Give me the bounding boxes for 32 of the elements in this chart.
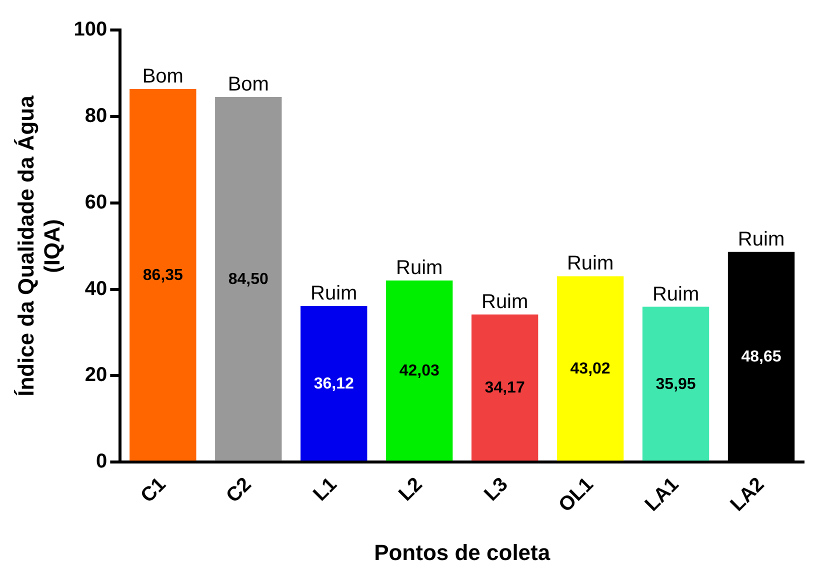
annotation: Ruim <box>310 282 358 305</box>
annotation: Bom <box>142 66 184 88</box>
y-tick-label: 40 <box>84 278 108 300</box>
data-label: 84,50 <box>228 270 269 288</box>
data-label: 86,35 <box>142 266 184 284</box>
y-axis-title: Índice da Qualidade da Água (IQA) <box>13 94 65 396</box>
annotation: Ruim <box>396 257 443 280</box>
x-axis-title: Pontos de coleta <box>374 540 551 565</box>
x-tick-label: L2 <box>394 473 427 506</box>
x-tick-label: C1 <box>136 473 170 508</box>
y-tick-label: 100 <box>74 18 108 41</box>
y-tick-label: 20 <box>84 364 108 386</box>
y-tick-label: 60 <box>84 191 108 214</box>
y-tick-label: 80 <box>84 104 108 127</box>
x-tick-label: OL1 <box>554 473 598 517</box>
data-label: 43,02 <box>570 360 610 378</box>
data-label: 35,95 <box>656 376 696 393</box>
x-tick-label: L3 <box>480 473 512 506</box>
data-label: 42,03 <box>399 362 440 380</box>
data-label: 34,17 <box>484 380 525 397</box>
x-tick-label: C2 <box>222 473 256 508</box>
annotation: Ruim <box>481 290 528 313</box>
annotation: Ruim <box>566 252 614 275</box>
x-tick-label: LA1 <box>640 473 684 516</box>
annotation: Ruim <box>652 283 700 306</box>
x-tick-label: L1 <box>309 473 342 506</box>
data-label: 48,65 <box>741 348 782 366</box>
x-tick-label: LA2 <box>726 473 769 516</box>
data-label: 36,12 <box>314 375 354 392</box>
annotation: Bom <box>228 73 269 96</box>
y-tick-label: 0 <box>96 450 108 473</box>
annotation: Ruim <box>738 228 785 250</box>
